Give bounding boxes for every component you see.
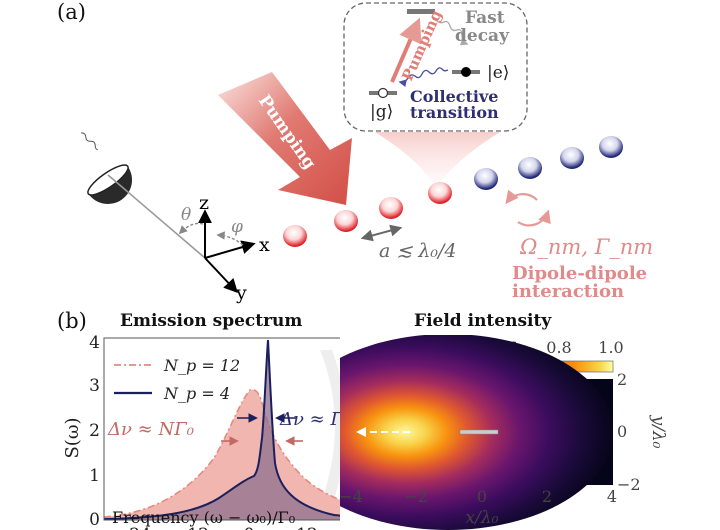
atom-ground: [599, 136, 623, 158]
phi-arc: [216, 231, 244, 246]
spectrum-frame: [103, 337, 340, 521]
svg-text:1.0: 1.0: [598, 338, 623, 357]
atom-excited: [283, 225, 307, 247]
svg-text:−4: −4: [340, 487, 363, 506]
fast-decay-wave: [435, 19, 469, 46]
theta-label: θ: [181, 205, 191, 225]
spectrum-ylabel: S(ω): [62, 417, 83, 458]
panel-a-diagram: Pumping Fast decay |e⟩ |g⟩ Collective tr…: [81, 2, 653, 304]
interaction-arrow-top: [505, 189, 538, 205]
field-ylabel: y/λ₀: [648, 415, 668, 449]
svg-text:1: 1: [89, 466, 100, 486]
energy-level-inset: [343, 2, 528, 132]
svg-text:3: 3: [89, 376, 100, 396]
spacing-label: a ≲ λ₀/4: [379, 240, 456, 262]
detector-icon: [87, 164, 132, 204]
field-yticks: 2 0 −2: [617, 370, 641, 494]
fast-decay-label-1: Fast: [465, 8, 505, 28]
theta-arc: [178, 222, 204, 235]
np4-line: [103, 339, 340, 520]
panel-b-label: (b): [57, 309, 87, 333]
broad-linewidth-label: Δν ≈ NΓ₀: [107, 419, 194, 440]
svg-text:2: 2: [89, 421, 100, 441]
svg-text:0: 0: [477, 487, 487, 506]
svg-text:2: 2: [617, 370, 627, 389]
svg-text:0: 0: [617, 422, 627, 441]
coupling-label: Ω_nm, Γ_nm: [519, 235, 653, 259]
fast-decay-label-2: decay: [455, 26, 510, 46]
panel-a-label: (a): [57, 0, 86, 24]
field-xticks: −4 −2 0 2 4: [340, 487, 617, 506]
field-xlabel: x/λ₀: [466, 508, 499, 528]
legend-np12-label: N_p = 12: [163, 356, 240, 375]
line-of-sight: [107, 174, 206, 259]
atom-ground: [560, 147, 584, 169]
narrow-linewidth-label: Δν ≈ Γ₀: [279, 409, 340, 430]
interaction-label-2: interaction: [512, 281, 624, 302]
pump-arrow: [218, 72, 352, 205]
interaction-arrow-bottom: [517, 209, 551, 227]
svg-text:4: 4: [607, 487, 617, 506]
collective-label-1: Collective: [410, 87, 498, 106]
atom-ground: [474, 168, 498, 190]
excited-level: [452, 67, 480, 77]
atom-excited: [334, 210, 358, 232]
collective-label-2: transition: [410, 103, 499, 122]
svg-text:−2: −2: [404, 487, 428, 506]
collective-transition-wave: [398, 67, 449, 88]
atom-excited: [379, 197, 403, 219]
x-axis: [204, 240, 256, 259]
upper-level: [407, 9, 435, 14]
svg-text:−12: −12: [173, 525, 209, 530]
field-title: Field intensity: [414, 311, 552, 331]
np12-line: [103, 388, 340, 518]
svg-text:−24: −24: [115, 525, 151, 530]
ground-level: [369, 87, 397, 99]
photon-wave: [81, 132, 98, 151]
spectrum-xticks: −24−1201224: [115, 525, 318, 530]
atom-chain: [283, 136, 623, 247]
svg-text:0: 0: [244, 525, 255, 530]
atom-ground: [518, 157, 542, 179]
svg-text:−2: −2: [617, 475, 641, 494]
atom-excited: [428, 182, 452, 204]
y-axis: [204, 257, 238, 294]
phi-label: φ: [231, 217, 243, 237]
spectrum-title: Emission spectrum: [120, 311, 303, 331]
inset-pump-arrow: [390, 17, 422, 83]
svg-text:12: 12: [296, 525, 318, 530]
excited-state-label: |e⟩: [487, 63, 509, 83]
svg-text:2: 2: [542, 487, 552, 506]
x-label: x: [259, 234, 270, 256]
y-label: y: [235, 282, 247, 304]
z-label: z: [199, 192, 209, 214]
interaction-label-1: Dipole-dipole: [512, 263, 647, 284]
spectrum-xlabel: Frequency (ω − ω₀)/Γ₀: [112, 508, 296, 527]
spectrum-yticks: 0 1 2 3 4: [89, 333, 100, 530]
svg-text:4: 4: [89, 333, 100, 353]
ground-state-label: |g⟩: [370, 102, 393, 122]
atom-chain-marker: [459, 429, 499, 435]
svg-text:0.8: 0.8: [546, 338, 571, 357]
legend-np4-label: N_p = 4: [163, 384, 230, 403]
spacing-arrow: [360, 224, 403, 242]
zoom-cone: [375, 132, 500, 188]
svg-text:0: 0: [89, 510, 100, 530]
